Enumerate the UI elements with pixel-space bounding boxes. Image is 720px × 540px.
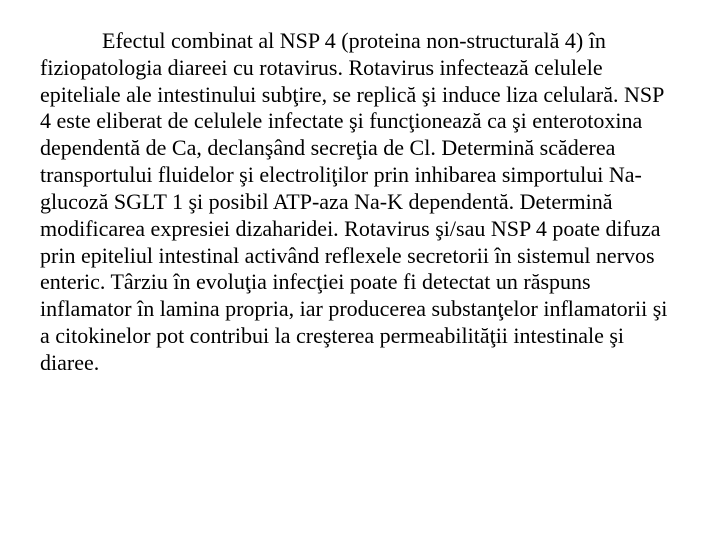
document-page: Efectul combinat al NSP 4 (proteina non-… xyxy=(0,0,720,540)
body-paragraph: Efectul combinat al NSP 4 (proteina non-… xyxy=(40,28,680,377)
